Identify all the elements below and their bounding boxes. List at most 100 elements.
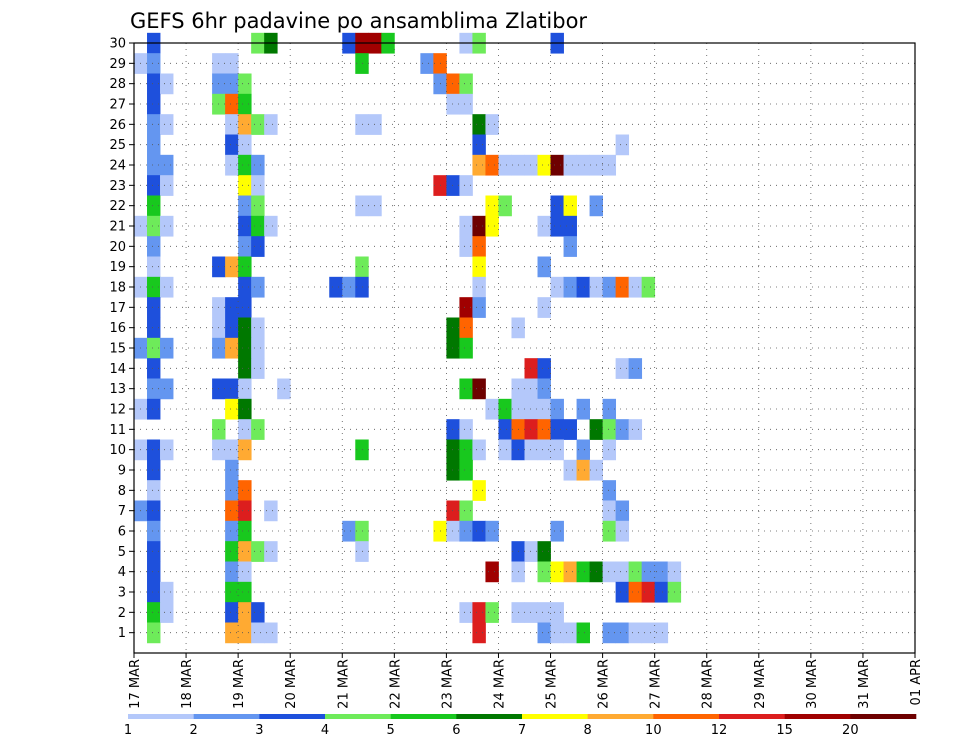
heatmap-cell xyxy=(485,398,499,420)
heatmap-cell xyxy=(355,114,369,135)
heatmap-cell xyxy=(238,195,252,217)
colorbar-segment xyxy=(587,714,654,719)
heatmap-cell xyxy=(160,439,174,461)
heatmap-cell xyxy=(524,154,538,176)
y-tick-label: 28 xyxy=(109,77,126,92)
heatmap-cell xyxy=(446,175,460,196)
heatmap-cell xyxy=(524,419,538,440)
heatmap-cell xyxy=(355,53,369,74)
heatmap-cell xyxy=(251,622,265,644)
x-tick-label: 27 MAR xyxy=(649,659,664,709)
heatmap-cell xyxy=(238,622,252,644)
colorbar-label: 2 xyxy=(190,723,198,738)
heatmap-cell xyxy=(147,73,161,95)
colorbar-label: 4 xyxy=(321,723,329,738)
heatmap-cell xyxy=(225,459,239,481)
heatmap-cell xyxy=(238,378,252,400)
heatmap-cell xyxy=(628,276,643,298)
colorbar-label: 7 xyxy=(518,723,526,738)
heatmap-cell xyxy=(160,337,174,359)
heatmap-cell xyxy=(550,520,564,542)
heatmap-cell xyxy=(472,276,486,298)
colorbar-segment xyxy=(522,714,588,719)
y-tick-label: 22 xyxy=(109,199,126,214)
heatmap-cell xyxy=(238,114,252,135)
heatmap-cell xyxy=(225,337,239,359)
heatmap-cell xyxy=(485,215,499,237)
heatmap-cell xyxy=(472,297,486,318)
heatmap-cell xyxy=(147,520,161,542)
y-tick-label: 6 xyxy=(118,525,126,540)
y-tick-label: 5 xyxy=(118,545,126,560)
heatmap-cell xyxy=(563,561,577,583)
heatmap-cell xyxy=(147,500,161,522)
heatmap-cell xyxy=(160,154,174,176)
x-tick-label: 26 MAR xyxy=(597,659,612,709)
heatmap-cell xyxy=(238,317,252,339)
heatmap-cell xyxy=(251,114,265,135)
heatmap-cell xyxy=(446,317,460,339)
colorbar-segment xyxy=(456,714,523,719)
heatmap-cell xyxy=(537,358,551,379)
heatmap-cell xyxy=(563,236,577,257)
heatmap-cell xyxy=(238,93,252,115)
heatmap-cell xyxy=(602,154,617,176)
y-tick-label: 27 xyxy=(109,98,126,113)
y-tick-label: 17 xyxy=(109,301,126,316)
y-tick-label: 30 xyxy=(109,37,126,52)
heatmap-cell xyxy=(602,622,617,644)
heatmap-cell xyxy=(160,276,174,298)
heatmap-cell xyxy=(472,114,486,135)
heatmap-cell xyxy=(446,439,460,461)
heatmap-cell xyxy=(225,500,239,522)
y-tick-label: 11 xyxy=(109,423,126,438)
heatmap-cell xyxy=(537,602,551,623)
colorbar-segment xyxy=(653,714,720,719)
x-tick-label: 30 MAR xyxy=(805,659,820,709)
heatmap-cell xyxy=(537,439,551,461)
heatmap-cell xyxy=(524,398,538,420)
heatmap-cell xyxy=(459,175,473,196)
heatmap-cell xyxy=(251,602,265,623)
heatmap-cell xyxy=(602,398,617,420)
x-tick-label: 24 MAR xyxy=(492,659,507,709)
heatmap-cell xyxy=(550,398,564,420)
heatmap-cell xyxy=(459,317,473,339)
heatmap-cell xyxy=(628,561,643,583)
heatmap-cell xyxy=(654,581,669,603)
heatmap-cell xyxy=(576,154,590,176)
heatmap-cell xyxy=(147,236,161,257)
x-tick-label: 01 APR xyxy=(909,659,924,705)
heatmap-cell xyxy=(459,215,473,237)
heatmap-cells xyxy=(134,32,682,644)
heatmap-cell xyxy=(238,297,252,318)
colorbar-segment xyxy=(128,714,194,719)
heatmap-cell xyxy=(615,622,630,644)
colorbar-segment xyxy=(259,714,326,719)
colorbar-segment xyxy=(325,714,391,719)
heatmap-cell xyxy=(251,215,265,237)
heatmap-cell xyxy=(264,622,278,644)
heatmap-cell xyxy=(459,297,473,318)
heatmap-cell xyxy=(602,500,617,522)
heatmap-cell xyxy=(147,561,161,583)
heatmap-cell xyxy=(602,480,617,501)
heatmap-cell xyxy=(147,256,161,278)
y-tick-label: 2 xyxy=(118,606,126,621)
y-tick-label: 21 xyxy=(109,220,126,235)
x-tick-label: 22 MAR xyxy=(388,659,403,709)
heatmap-cell xyxy=(563,215,577,237)
heatmap-cell xyxy=(238,337,252,359)
heatmap-cell xyxy=(446,459,460,481)
heatmap-cell xyxy=(498,398,512,420)
heatmap-cell xyxy=(472,236,486,257)
heatmap-cell xyxy=(472,134,486,156)
y-tick-label: 23 xyxy=(109,179,126,194)
heatmap-cell xyxy=(615,581,630,603)
heatmap-cell xyxy=(238,500,252,522)
heatmap-cell xyxy=(472,378,486,400)
heatmap-cell xyxy=(485,114,499,135)
y-tick-label: 20 xyxy=(109,240,126,255)
heatmap-cell xyxy=(147,215,161,237)
heatmap-cell xyxy=(147,317,161,339)
